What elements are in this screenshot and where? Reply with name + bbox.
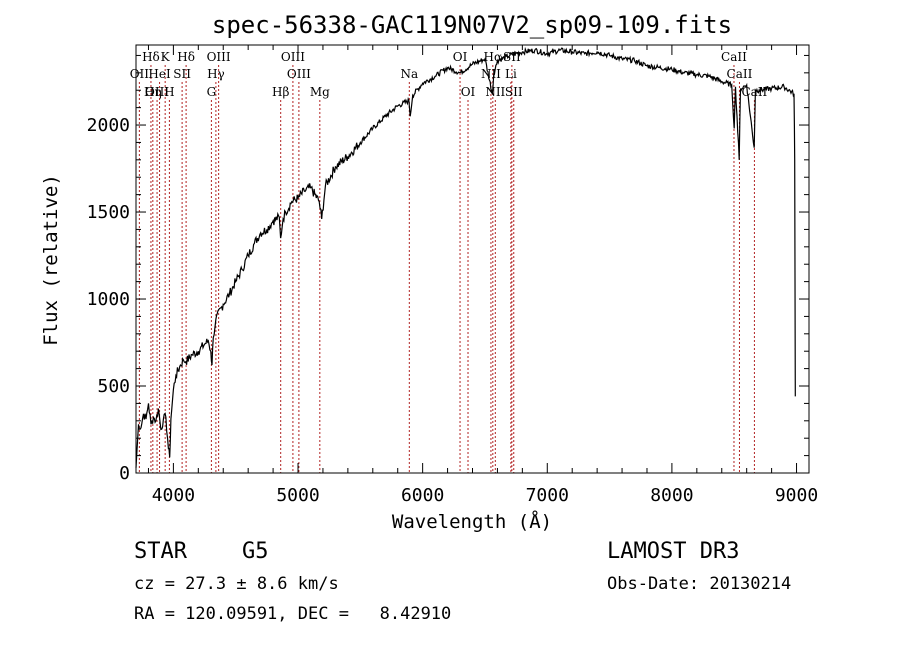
- line-label-NII-6548: NII: [481, 67, 501, 81]
- line-label-Hγ: Hγ: [207, 67, 225, 81]
- y-tick-label-1000: 1000: [87, 289, 130, 310]
- object-subclass: G5: [242, 539, 269, 564]
- line-label-G: G: [207, 85, 217, 99]
- spectral-line-markers: [138, 65, 755, 473]
- object-class: STAR: [134, 539, 188, 564]
- line-label-SII-4070: SII: [173, 67, 191, 81]
- coordinates: RA = 120.09591, DEC = 8.42910: [134, 604, 451, 624]
- x-tick-label-9000: 9000: [775, 485, 818, 506]
- spectrum-line: [135, 46, 796, 468]
- x-axis-ticks: 4000 5000 6000 7000 8000 9000: [147, 45, 818, 506]
- y-tick-label-0: 0: [119, 463, 130, 484]
- line-label-Hβ: Hβ: [272, 85, 289, 99]
- y-axis-label: Flux (relative): [40, 174, 62, 346]
- line-label-K: K: [161, 50, 171, 64]
- x-tick-label-4000: 4000: [152, 485, 195, 506]
- x-tick-label-8000: 8000: [650, 485, 693, 506]
- line-label-Mg: Mg: [310, 85, 330, 99]
- line-label-CaII-8662: CaII: [741, 85, 767, 99]
- line-label-Hδ-top: Hδ: [142, 50, 160, 64]
- line-label-HeI: HeI: [148, 67, 171, 81]
- line-label-OI-6364: OI: [461, 85, 476, 99]
- x-tick-label-5000: 5000: [276, 485, 319, 506]
- line-label-OI-6300: OI: [453, 50, 468, 64]
- line-label-Hη: Hη: [144, 85, 162, 99]
- x-axis-label: Wavelength (Å): [392, 510, 552, 533]
- y-tick-label-2000: 2000: [87, 115, 130, 136]
- observation-date: Obs-Date: 20130214: [607, 574, 791, 594]
- chart-title: spec-56338-GAC119N07V2_sp09-109.fits: [212, 11, 732, 39]
- line-label-SII-6731: SII: [505, 85, 523, 99]
- line-label-NII-6583: NII: [485, 85, 505, 99]
- x-tick-label-6000: 6000: [401, 485, 444, 506]
- survey-name: LAMOST DR3: [607, 539, 739, 564]
- line-label-OIII-4959: OIII: [281, 50, 305, 64]
- line-label-OIII-4363: OIII: [207, 50, 231, 64]
- line-label-H: H: [164, 85, 174, 99]
- y-axis-ticks: 0 500 1000 1500 2000: [87, 54, 809, 484]
- redshift-readout: cz = 27.3 ± 8.6 km/s: [134, 574, 339, 594]
- line-label-OII: OII: [130, 67, 150, 81]
- plot-frame: [135, 44, 810, 474]
- line-label-OIII-3869: OIII: [145, 85, 169, 99]
- line-label-Hδ: Hδ: [177, 50, 195, 64]
- line-label-CaII-8542: CaII: [727, 67, 753, 81]
- line-label-Na: Na: [400, 67, 418, 81]
- x-tick-label-7000: 7000: [526, 485, 569, 506]
- line-label-Li: Li: [505, 67, 517, 81]
- y-tick-label-500: 500: [97, 376, 130, 397]
- y-tick-label-1500: 1500: [87, 202, 130, 223]
- line-label-OIII-5007: OIII: [287, 67, 311, 81]
- line-label-CaII-8498: CaII: [721, 50, 747, 64]
